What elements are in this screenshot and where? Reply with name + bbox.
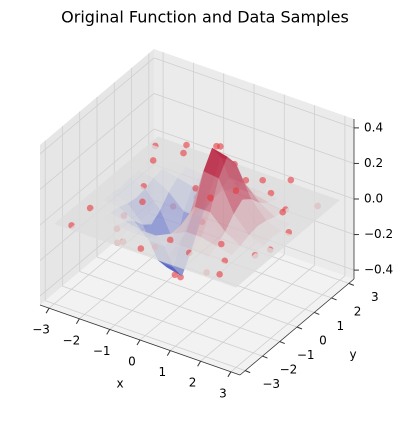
tick-mark xyxy=(262,355,268,359)
x-tick-label: 3 xyxy=(219,386,227,400)
grid-line xyxy=(79,271,280,342)
x-tick-label: 1 xyxy=(158,365,166,379)
grid-line xyxy=(62,285,263,357)
sample-point xyxy=(218,240,225,248)
sample-point xyxy=(279,208,286,216)
sample-point xyxy=(287,176,295,184)
z-tick-label: 0.2 xyxy=(364,156,383,170)
tick-mark xyxy=(348,282,355,286)
grid-line xyxy=(45,300,246,372)
grid-line xyxy=(153,57,355,129)
x-tick-label: −2 xyxy=(63,333,81,347)
sample-point xyxy=(137,245,145,252)
grid-line xyxy=(39,57,155,155)
z-tick-label: −0.2 xyxy=(364,227,393,241)
sample-point xyxy=(213,142,220,150)
surface-patch xyxy=(220,274,246,288)
sample-point xyxy=(207,194,214,201)
tick-mark xyxy=(136,339,141,346)
tick-mark xyxy=(106,329,111,335)
grid-line xyxy=(153,128,355,200)
y-tick-label: 3 xyxy=(371,290,379,304)
x-tick-label: 2 xyxy=(189,376,197,390)
tick-mark xyxy=(227,371,232,378)
x-tick-label: −1 xyxy=(93,344,111,358)
tick-mark xyxy=(45,307,50,314)
sample-point xyxy=(166,236,174,244)
x-tick-label: 0 xyxy=(128,355,136,369)
grid-line xyxy=(96,256,298,328)
x-axis-label: x xyxy=(116,377,123,391)
tick-mark xyxy=(197,360,202,367)
grid-line xyxy=(39,128,155,226)
grid-line xyxy=(39,93,155,190)
chart-title: Original Function and Data Samples xyxy=(61,8,349,27)
sample-point xyxy=(242,177,250,184)
tick-mark xyxy=(166,350,171,356)
tick-mark xyxy=(75,318,80,325)
y-tick-label: −2 xyxy=(280,363,298,377)
z-tick-label: 0.0 xyxy=(364,192,383,206)
y-tick-label: 2 xyxy=(354,304,362,318)
grid-line xyxy=(153,93,355,164)
y-axis-label: y xyxy=(349,348,356,362)
sample-point xyxy=(180,149,187,157)
tick-mark xyxy=(296,326,303,330)
sample-point xyxy=(86,204,94,212)
sample-point xyxy=(216,271,223,278)
sample-point xyxy=(183,141,190,149)
tick-mark xyxy=(279,341,285,345)
y-tick-label: 0 xyxy=(319,334,327,348)
sample-point xyxy=(149,157,157,164)
x-tick-label: −3 xyxy=(32,323,50,337)
sample-point xyxy=(259,176,266,184)
sample-point xyxy=(177,273,184,281)
y-tick-label: −3 xyxy=(262,377,280,391)
tick-mark xyxy=(331,297,337,301)
sample-point xyxy=(267,189,275,197)
z-tick-label: 0.4 xyxy=(364,120,383,134)
y-tick-label: −1 xyxy=(297,348,315,362)
sample-point xyxy=(139,198,146,206)
tick-mark xyxy=(314,311,320,315)
tick-mark xyxy=(244,370,251,374)
z-tick-label: −0.4 xyxy=(364,263,393,277)
surface-patch xyxy=(306,201,332,215)
sample-point xyxy=(192,185,200,192)
y-tick-label: 1 xyxy=(336,319,344,333)
sample-point xyxy=(171,271,179,279)
sample-point xyxy=(232,187,240,194)
